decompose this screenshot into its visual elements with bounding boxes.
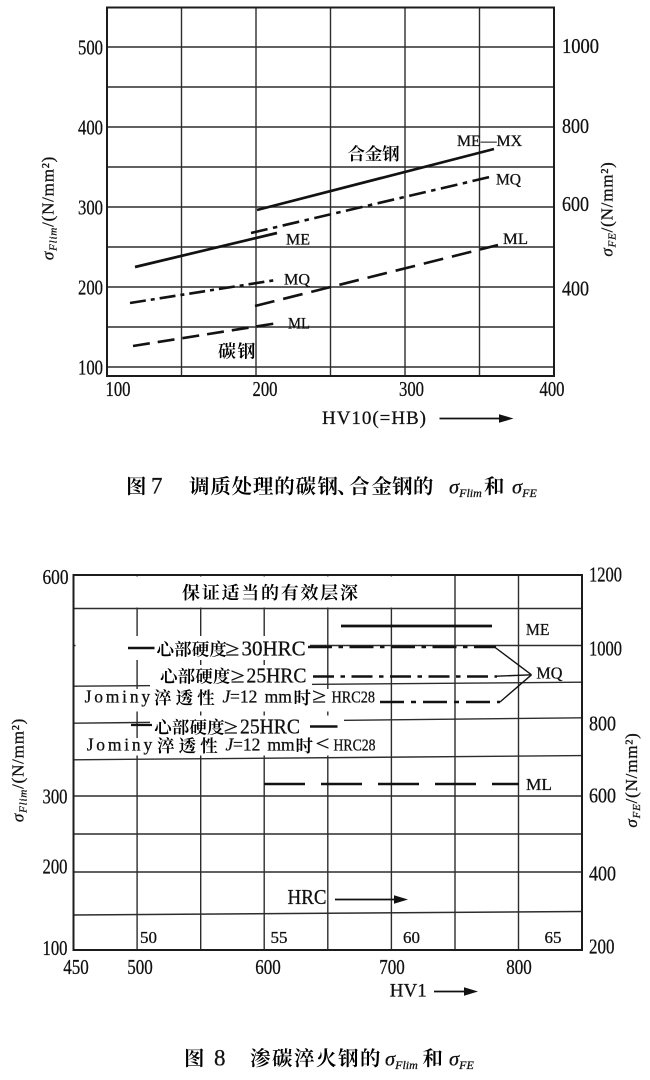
svg-text:mm: mm xyxy=(265,687,293,707)
svg-text:Jominy: Jominy xyxy=(85,687,151,707)
svg-text:mm: mm xyxy=(267,735,295,755)
svg-text:500: 500 xyxy=(127,955,153,979)
svg-text:≥: ≥ xyxy=(224,715,238,739)
svg-text:MQ: MQ xyxy=(284,270,310,289)
svg-text:ME: ME xyxy=(526,620,550,639)
svg-text:800: 800 xyxy=(506,955,532,979)
svg-text:100: 100 xyxy=(106,377,131,401)
svg-text:σFE/(N/mm²): σFE/(N/mm²) xyxy=(622,732,643,827)
svg-text:400: 400 xyxy=(562,277,589,301)
svg-text:25HRC: 25HRC xyxy=(247,664,307,688)
svg-text:1000: 1000 xyxy=(589,637,622,661)
svg-text:700: 700 xyxy=(379,955,405,979)
svg-text:100: 100 xyxy=(78,356,103,380)
svg-text:MQ: MQ xyxy=(496,170,521,189)
svg-text:J: J xyxy=(223,687,232,707)
svg-text:8: 8 xyxy=(214,1046,226,1071)
svg-text:σFE/(N/mm²): σFE/(N/mm²) xyxy=(598,161,619,256)
svg-text:<: < xyxy=(316,732,330,756)
svg-text:1000: 1000 xyxy=(562,34,599,58)
svg-text:σFlim: σFlim xyxy=(385,1049,418,1073)
svg-text:200: 200 xyxy=(78,276,103,300)
svg-text:HRC28: HRC28 xyxy=(332,688,376,707)
svg-text:≥: ≥ xyxy=(312,684,326,708)
svg-text:ML: ML xyxy=(503,229,528,248)
svg-text:ME: ME xyxy=(286,230,310,249)
svg-text:Jominy: Jominy xyxy=(87,735,153,755)
svg-text:400: 400 xyxy=(540,377,565,401)
svg-text:300: 300 xyxy=(78,196,103,220)
svg-text:600: 600 xyxy=(43,565,69,589)
svg-text:300: 300 xyxy=(43,785,68,809)
svg-text:1200: 1200 xyxy=(589,563,622,587)
svg-text:ML: ML xyxy=(526,775,552,794)
svg-text:30HRC: 30HRC xyxy=(242,637,306,661)
svg-text:HV1: HV1 xyxy=(390,981,427,1002)
svg-text:600: 600 xyxy=(589,784,616,808)
svg-text:=12: =12 xyxy=(233,735,260,755)
svg-text:7: 7 xyxy=(151,474,163,499)
svg-text:50: 50 xyxy=(140,928,157,947)
svg-text:σFlim/(N/mm²): σFlim/(N/mm²) xyxy=(9,718,30,822)
svg-text:600: 600 xyxy=(255,955,280,979)
svg-text:500: 500 xyxy=(78,36,103,60)
svg-text:ME—MX: ME—MX xyxy=(457,133,522,150)
svg-text:MQ: MQ xyxy=(536,664,562,683)
svg-text:J: J xyxy=(226,735,235,755)
svg-text:=12: =12 xyxy=(230,687,257,707)
svg-text:σFlim/(N/mm²): σFlim/(N/mm²) xyxy=(39,156,60,260)
svg-text:ML: ML xyxy=(288,314,310,333)
svg-text:100: 100 xyxy=(43,936,68,960)
svg-text:200: 200 xyxy=(253,377,278,401)
svg-text:400: 400 xyxy=(78,116,103,140)
svg-text:60: 60 xyxy=(403,928,420,947)
svg-text:≥: ≥ xyxy=(231,664,245,688)
svg-text:200: 200 xyxy=(43,855,68,879)
svg-text:≥: ≥ xyxy=(225,637,239,661)
svg-text:HRC: HRC xyxy=(288,885,327,909)
svg-text:55: 55 xyxy=(271,928,288,947)
svg-text:400: 400 xyxy=(589,862,616,886)
svg-text:HRC28: HRC28 xyxy=(334,736,376,755)
svg-text:450: 450 xyxy=(63,955,89,979)
svg-text:65: 65 xyxy=(545,928,562,947)
svg-text:800: 800 xyxy=(562,114,589,138)
svg-text:25HRC: 25HRC xyxy=(240,715,300,739)
svg-text:300: 300 xyxy=(399,377,424,401)
svg-text:800: 800 xyxy=(589,712,616,736)
svg-text:200: 200 xyxy=(589,935,615,959)
svg-text:600: 600 xyxy=(562,192,589,216)
svg-text:HV10(=HB): HV10(=HB) xyxy=(322,408,426,429)
